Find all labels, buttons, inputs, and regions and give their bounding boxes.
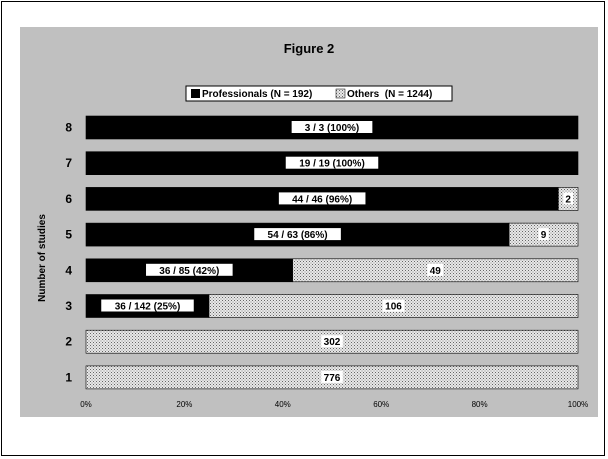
data-label-professionals-4: 36 / 85 (42%) bbox=[159, 266, 219, 277]
data-label-bg-professionals-3 bbox=[101, 299, 194, 312]
data-label-professionals-3: 36 / 142 (25%) bbox=[115, 302, 181, 313]
y-tick-label-2: 2 bbox=[65, 335, 72, 349]
y-tick-label-4: 4 bbox=[65, 263, 72, 277]
y-tick-label-8: 8 bbox=[65, 121, 72, 135]
y-tick-label-6: 6 bbox=[65, 192, 72, 206]
bars: 3 / 3 (100%) 19 / 19 (100%) 44 / 46 (96%) 2… bbox=[85, 115, 579, 390]
x-tick-label-4: 80% bbox=[472, 400, 488, 409]
x-tick-label-1: 20% bbox=[176, 400, 192, 409]
legend-swatch-others bbox=[335, 88, 346, 99]
x-tick-label-2: 40% bbox=[275, 400, 291, 409]
data-label-bg-others-1 bbox=[321, 370, 343, 383]
data-label-professionals-7: 19 / 19 (100%) bbox=[299, 159, 365, 170]
y-axis-label: Number of studies bbox=[37, 214, 48, 302]
legend-box bbox=[185, 85, 453, 102]
data-label-others-3: 106 bbox=[385, 302, 402, 313]
data-label-professionals-5: 54 / 63 (86%) bbox=[268, 230, 328, 241]
legend: Professionals (N = 192) Others (N = 1244… bbox=[185, 85, 453, 102]
data-label-bg-others-4 bbox=[427, 263, 444, 276]
data-label-bg-others-5 bbox=[538, 228, 549, 241]
data-label-bg-professionals-6 bbox=[278, 192, 366, 205]
y-axis-ticks: 8 7 6 5 4 3 2 1 bbox=[65, 121, 72, 385]
data-label-others-2: 302 bbox=[324, 337, 341, 348]
data-label-bg-professionals-5 bbox=[254, 228, 341, 241]
data-label-bg-professionals-7 bbox=[285, 156, 379, 169]
y-tick-label-3: 3 bbox=[65, 299, 72, 313]
x-axis-ticks: 0% 20% 40% 60% 80% 100% bbox=[80, 400, 588, 409]
y-tick-label-7: 7 bbox=[65, 156, 72, 170]
data-label-others-4: 49 bbox=[430, 266, 442, 277]
chart-title: Figure 2 bbox=[284, 41, 335, 56]
legend-swatch-professionals bbox=[191, 89, 200, 98]
data-label-bg-others-6 bbox=[563, 192, 574, 205]
data-label-others-1: 776 bbox=[324, 373, 341, 384]
data-label-bg-others-3 bbox=[382, 299, 405, 312]
data-label-others-5: 9 bbox=[541, 230, 547, 241]
data-label-bg-professionals-4 bbox=[146, 263, 233, 276]
data-label-others-6: 2 bbox=[565, 194, 571, 205]
y-tick-label-1: 1 bbox=[65, 370, 72, 384]
legend-label-others: Others (N = 1244) bbox=[347, 89, 432, 100]
x-tick-label-5: 100% bbox=[568, 400, 588, 409]
x-tick-label-3: 60% bbox=[373, 400, 389, 409]
data-label-professionals-8: 3 / 3 (100%) bbox=[305, 123, 359, 134]
y-tick-label-5: 5 bbox=[65, 228, 72, 242]
data-label-bg-professionals-8 bbox=[291, 121, 373, 133]
legend-label-professionals: Professionals (N = 192) bbox=[202, 89, 312, 100]
x-tick-label-0: 0% bbox=[80, 400, 92, 409]
data-label-bg-others-2 bbox=[321, 335, 343, 348]
data-label-professionals-6: 44 / 46 (96%) bbox=[292, 194, 352, 205]
